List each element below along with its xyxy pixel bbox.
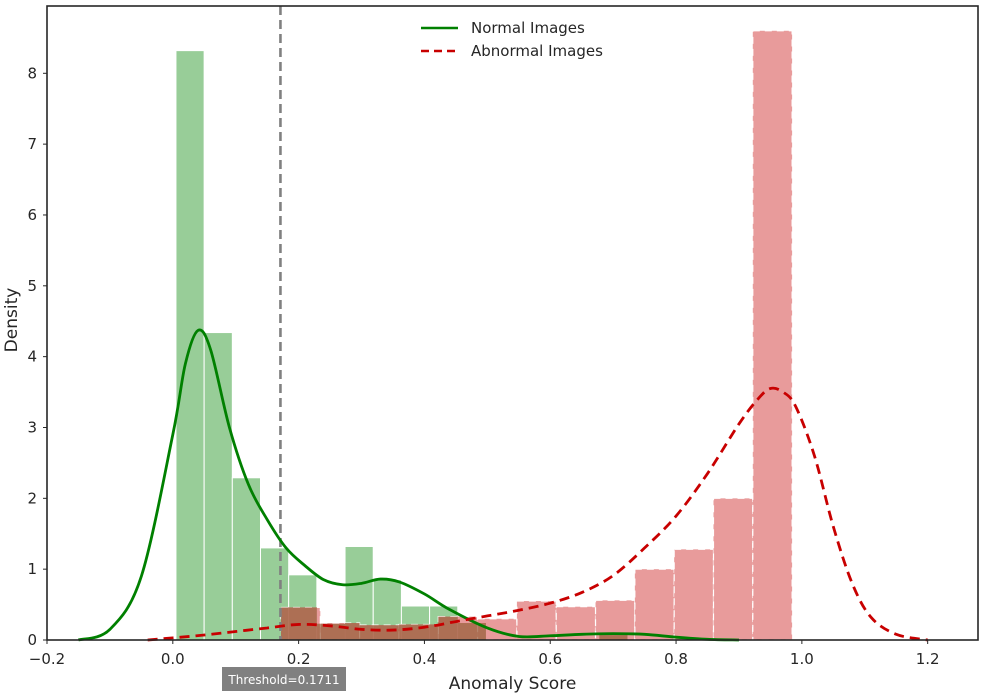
x-tick-label: 1.2 bbox=[916, 650, 940, 668]
legend-normal-images-label: Normal Images bbox=[471, 19, 585, 37]
overlap-bar-4 bbox=[438, 616, 458, 640]
overlap-bar-3 bbox=[429, 624, 439, 640]
overlap-bar-8 bbox=[599, 635, 628, 640]
y-tick-label: 1 bbox=[27, 560, 37, 578]
y-tick-label: 3 bbox=[27, 418, 37, 436]
y-tick-label: 2 bbox=[27, 489, 37, 507]
abnormal-images-bar-11 bbox=[712, 497, 754, 641]
legend: Normal Images Abnormal Images bbox=[421, 19, 603, 60]
x-tick-label: 0.0 bbox=[161, 650, 185, 668]
overlap-bar-2 bbox=[373, 625, 399, 640]
overlap-bar-2 bbox=[359, 625, 374, 640]
threshold-badge-box bbox=[222, 667, 346, 691]
threshold-label: Threshold=0.1711 bbox=[227, 673, 339, 687]
abnormal-images-bar-12 bbox=[752, 30, 793, 641]
overlap-bar-5 bbox=[477, 622, 486, 640]
abnormal-images-bar-6 bbox=[516, 600, 557, 641]
x-axis-label: Anomaly Score bbox=[449, 674, 577, 694]
y-axis-ticks: 0 1 2 3 4 5 6 7 8 bbox=[27, 64, 47, 649]
abnormal-images-kde-line bbox=[147, 386, 928, 642]
x-tick-label: 1.0 bbox=[790, 650, 814, 668]
x-tick-label: 0.2 bbox=[287, 650, 311, 668]
normal-images-kde-line bbox=[78, 328, 739, 642]
x-axis-ticks: −0.2 0.0 0.2 0.4 0.6 0.8 1.0 1.2 bbox=[29, 640, 940, 668]
y-tick-label: 7 bbox=[27, 135, 37, 153]
abnormal-images-bar-10 bbox=[673, 548, 715, 641]
kde-layer bbox=[78, 328, 928, 642]
y-tick-label: 0 bbox=[27, 631, 37, 649]
x-tick-label: −0.2 bbox=[29, 650, 65, 668]
plot-frame bbox=[46, 5, 979, 641]
overlap-bar-0 bbox=[316, 623, 321, 640]
y-tick-label: 8 bbox=[27, 64, 37, 82]
x-tick-label: 0.4 bbox=[413, 650, 437, 668]
y-axis-label: Density bbox=[2, 288, 22, 353]
overlap-bar-3 bbox=[398, 624, 402, 640]
overlap-bar-0 bbox=[281, 607, 289, 640]
abnormal-images-bar-9 bbox=[634, 568, 675, 641]
x-tick-label: 0.6 bbox=[538, 650, 562, 668]
threshold-badge: Threshold=0.1711 bbox=[222, 667, 346, 691]
overlap-bar-1 bbox=[345, 622, 360, 640]
y-tick-label: 4 bbox=[27, 348, 37, 366]
legend-abnormal-images-label: Abnormal Images bbox=[471, 42, 603, 60]
y-tick-label: 6 bbox=[27, 206, 37, 224]
overlap-bar-4 bbox=[457, 622, 478, 640]
x-tick-label: 0.8 bbox=[664, 650, 688, 668]
y-tick-label: 5 bbox=[27, 277, 37, 295]
